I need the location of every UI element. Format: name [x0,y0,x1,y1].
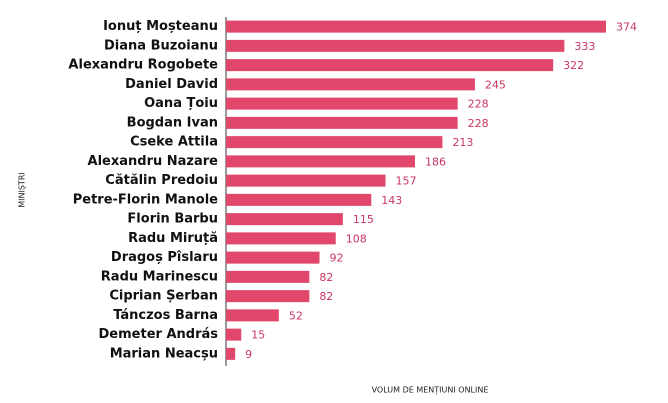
value-label: 82 [319,290,333,303]
y-tick-label: Florin Barbu [127,212,218,227]
y-tick-label: Ciprian Șerban [109,289,218,304]
y-tick-label: Bogdan Ivan [127,115,218,130]
value-label: 92 [329,252,343,265]
bar [226,251,320,264]
y-tick-label: Ionuț Moșteanu [103,19,218,34]
value-label: 82 [319,271,333,284]
bar [226,155,415,168]
bar [226,174,386,187]
y-tick-label: Marian Neacșu [110,346,218,361]
y-tick-label: Alexandru Nazare [88,154,219,169]
value-label: 9 [245,348,252,361]
y-tick-label: Cătălin Predoiu [105,173,218,188]
bar [226,232,336,245]
bar [226,309,279,322]
x-axis-title: VOLUM DE MENȚIUNI ONLINE [372,386,489,396]
bar [226,193,372,206]
value-label: 52 [289,309,303,322]
y-axis-title: MINIȘTRI [18,172,28,208]
value-label: 228 [468,117,489,130]
bar [226,347,236,360]
y-tick-label: Oana Țoiu [144,96,218,111]
bar [226,39,565,52]
bar [226,328,242,341]
bar [226,97,458,110]
y-tick-label: Dragoș Pîslaru [111,250,218,265]
value-label: 333 [574,40,595,53]
y-tick-label: Radu Marinescu [101,269,218,284]
y-tick-label: Demeter András [99,327,219,342]
y-tick-label: Cseke Attila [130,135,218,150]
value-label: 228 [468,98,489,111]
bar [226,78,475,91]
y-tick-label: Tánczos Barna [113,308,218,323]
value-label: 186 [425,155,446,168]
bar [226,270,310,283]
bar [226,59,554,72]
value-label: 213 [452,136,473,149]
bar [226,116,458,129]
value-label: 374 [616,21,637,34]
y-tick-label: Alexandru Rogobete [68,58,218,73]
bar [226,136,443,149]
bar [226,290,310,303]
value-label: 115 [353,213,374,226]
value-label: 15 [251,329,265,342]
bar [226,213,343,226]
value-label: 322 [563,59,584,72]
y-tick-label: Radu Miruță [128,231,218,246]
y-tick-label: Daniel David [125,77,218,92]
y-tick-label: Petre-Florin Manole [73,192,218,207]
value-label: 245 [485,78,506,91]
value-label: 143 [381,194,402,207]
y-tick-label: Diana Buzoianu [104,38,218,53]
value-label: 108 [346,232,367,245]
value-label: 157 [396,175,417,188]
bar [226,20,606,33]
